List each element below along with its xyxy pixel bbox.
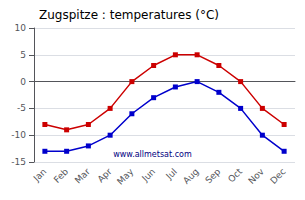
- svg-text:-5: -5: [17, 103, 26, 113]
- svg-text:-15: -15: [11, 157, 26, 167]
- svg-text:Oct: Oct: [226, 166, 244, 184]
- svg-text:Apr: Apr: [96, 166, 114, 184]
- svg-text:-10: -10: [11, 130, 26, 140]
- svg-text:May: May: [115, 166, 136, 187]
- svg-text:Dec: Dec: [268, 166, 287, 185]
- svg-text:10: 10: [15, 23, 27, 33]
- svg-text:5: 5: [20, 50, 26, 60]
- svg-text:Feb: Feb: [52, 166, 71, 185]
- svg-text:Mar: Mar: [73, 166, 92, 185]
- svg-text:Jan: Jan: [31, 166, 49, 184]
- svg-text:Jul: Jul: [163, 166, 178, 181]
- svg-text:0: 0: [20, 77, 26, 87]
- svg-text:Zugspitze : temperatures (°C): Zugspitze : temperatures (°C): [39, 8, 219, 22]
- svg-text:Nov: Nov: [246, 166, 266, 186]
- svg-text:www.allmetsat.com: www.allmetsat.com: [113, 150, 192, 159]
- svg-text:Aug: Aug: [181, 166, 200, 185]
- svg-text:Jun: Jun: [139, 166, 157, 184]
- svg-text:Sep: Sep: [203, 166, 222, 185]
